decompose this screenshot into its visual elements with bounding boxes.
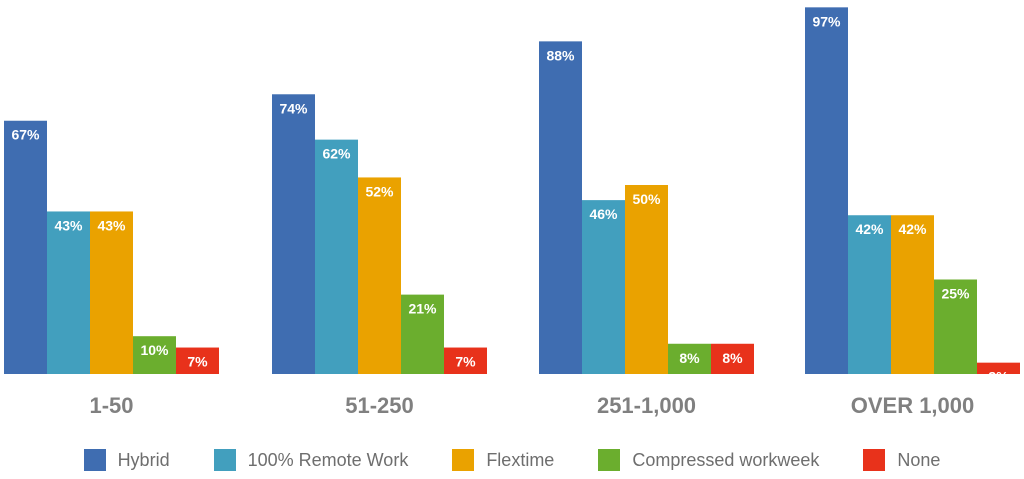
bar-hybrid-1-50 xyxy=(4,120,47,375)
bar-none-51-250 xyxy=(444,347,487,374)
bar-none-over-1-000 xyxy=(977,362,1020,374)
data-label: 97% xyxy=(812,13,841,29)
bar-hybrid-51-250 xyxy=(272,94,315,374)
legend-swatch xyxy=(452,449,475,471)
data-label: 8% xyxy=(679,350,700,366)
legend-item: 100% Remote Work xyxy=(213,449,409,471)
legend-swatch xyxy=(863,449,886,471)
bar-100-remote-work-over-1-000 xyxy=(848,215,891,374)
data-label: 8% xyxy=(722,350,743,366)
data-label: 62% xyxy=(322,146,351,162)
bar-none-1-50 xyxy=(176,347,219,374)
data-label: 46% xyxy=(589,206,618,222)
bar-compressed-workweek-51-250 xyxy=(401,294,444,374)
bar-compressed-workweek-1-50 xyxy=(133,336,176,374)
category-label: OVER 1,000 xyxy=(851,393,975,418)
bar-hybrid-251-1-000 xyxy=(539,41,582,375)
legend-swatch xyxy=(213,449,236,471)
bar-100-remote-work-251-1-000 xyxy=(582,200,625,374)
legend-label: Compressed workweek xyxy=(632,449,820,470)
legend-item: Hybrid xyxy=(83,449,170,471)
data-label: 43% xyxy=(54,217,83,233)
data-label: 21% xyxy=(408,301,437,317)
legend-label: Flextime xyxy=(486,449,555,470)
bar-compressed-workweek-251-1-000 xyxy=(668,343,711,374)
data-label: 42% xyxy=(898,221,927,237)
data-label: 10% xyxy=(140,342,169,358)
legend-label: Hybrid xyxy=(117,449,170,470)
legend-swatch xyxy=(83,449,106,471)
bar-none-251-1-000 xyxy=(711,343,754,374)
category-label: 1-50 xyxy=(89,393,133,418)
legend-label: None xyxy=(897,449,941,470)
bar-hybrid-over-1-000 xyxy=(805,7,848,375)
legend-item: Flextime xyxy=(452,449,554,471)
bar-flextime-over-1-000 xyxy=(891,215,934,374)
legend-label: 100% Remote Work xyxy=(247,449,409,470)
data-label: 7% xyxy=(187,354,208,370)
legend-item: None xyxy=(863,449,940,471)
category-label: 251-1,000 xyxy=(597,393,696,418)
bar-flextime-251-1-000 xyxy=(625,185,668,374)
legend: Hybrid 100% Remote Work Flextime Compressed… xyxy=(0,449,1024,471)
chart-plot: 67% 43% 43% 10% 7% 1-50 74% 62% 52% 21% 7% 51-250 88… xyxy=(4,7,1020,418)
bar-100-remote-work-51-250 xyxy=(315,139,358,374)
data-label: 42% xyxy=(855,221,884,237)
data-label: 67% xyxy=(11,127,40,143)
legend-item: Compressed workweek xyxy=(598,449,819,471)
bar-flextime-51-250 xyxy=(358,177,401,374)
bar-100-remote-work-1-50 xyxy=(47,211,90,374)
legend-swatch xyxy=(598,449,621,471)
data-label: 25% xyxy=(941,286,970,302)
data-label: 3% xyxy=(988,369,1009,385)
data-label: 43% xyxy=(97,217,126,233)
bar-compressed-workweek-over-1-000 xyxy=(934,279,977,374)
category-label: 51-250 xyxy=(345,393,414,418)
data-label: 7% xyxy=(455,354,476,370)
bar-flextime-1-50 xyxy=(90,211,133,374)
data-label: 50% xyxy=(632,191,661,207)
data-label: 74% xyxy=(279,100,308,116)
data-label: 52% xyxy=(365,183,394,199)
data-label: 88% xyxy=(546,47,575,63)
